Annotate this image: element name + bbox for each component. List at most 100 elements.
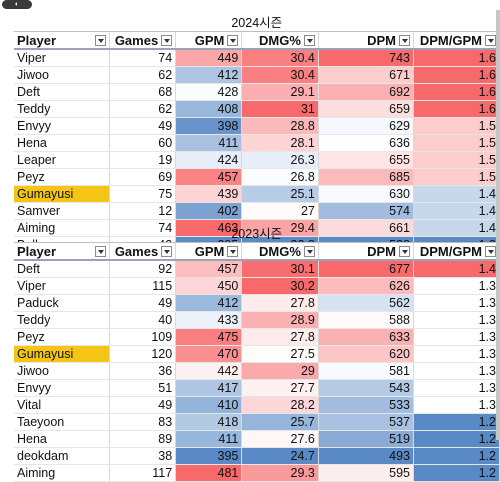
value-cell[interactable]: 1.3 bbox=[413, 294, 500, 312]
value-cell[interactable]: 574 bbox=[318, 202, 415, 220]
value-cell[interactable]: 562 bbox=[318, 294, 415, 312]
value-cell[interactable]: 442 bbox=[175, 362, 243, 380]
value-cell[interactable]: 49 bbox=[109, 294, 177, 312]
toggle-icon[interactable]: ◐ bbox=[2, 0, 32, 9]
value-cell[interactable]: 19 bbox=[109, 151, 177, 169]
filter-dropdown-icon[interactable] bbox=[227, 245, 239, 257]
value-cell[interactable]: 1.3 bbox=[413, 379, 500, 397]
value-cell[interactable]: 1.4 bbox=[413, 185, 500, 203]
filter-dropdown-icon[interactable] bbox=[94, 245, 106, 257]
value-cell[interactable]: 533 bbox=[318, 396, 415, 414]
value-cell[interactable]: 30.4 bbox=[241, 66, 319, 84]
player-cell[interactable]: Taeyoon bbox=[14, 413, 110, 431]
value-cell[interactable]: 1.6 bbox=[413, 100, 500, 118]
value-cell[interactable]: 1.3 bbox=[413, 277, 500, 295]
value-cell[interactable]: 28.9 bbox=[241, 311, 319, 329]
player-cell[interactable]: Jiwoo bbox=[14, 66, 110, 84]
value-cell[interactable]: 49 bbox=[109, 396, 177, 414]
filter-dropdown-icon[interactable] bbox=[161, 245, 173, 257]
player-cell[interactable]: Paduck bbox=[14, 294, 110, 312]
value-cell[interactable]: 68 bbox=[109, 83, 177, 101]
value-cell[interactable]: 671 bbox=[318, 66, 415, 84]
value-cell[interactable]: 1.4 bbox=[413, 260, 500, 278]
player-cell[interactable]: Deft bbox=[14, 260, 110, 278]
filter-dropdown-icon[interactable] bbox=[161, 34, 173, 46]
value-cell[interactable]: 581 bbox=[318, 362, 415, 380]
value-cell[interactable]: 117 bbox=[109, 464, 177, 482]
table-row[interactable]: Viper 115 450 30.2 626 1.3 bbox=[14, 277, 500, 295]
value-cell[interactable]: 27.7 bbox=[241, 379, 319, 397]
table-row[interactable]: Jiwoo 36 442 29 581 1.3 bbox=[14, 362, 500, 380]
value-cell[interactable]: 27.6 bbox=[241, 430, 319, 448]
player-cell[interactable]: Envyy bbox=[14, 379, 110, 397]
value-cell[interactable]: 411 bbox=[175, 134, 243, 152]
value-cell[interactable]: 120 bbox=[109, 345, 177, 363]
filter-dropdown-icon[interactable] bbox=[303, 245, 315, 257]
table-row[interactable]: Deft 92 457 30.1 677 1.4 bbox=[14, 260, 500, 278]
value-cell[interactable]: 433 bbox=[175, 311, 243, 329]
table-row[interactable]: deokdam 38 395 24.7 493 1.2 bbox=[14, 447, 500, 465]
value-cell[interactable]: 537 bbox=[318, 413, 415, 431]
value-cell[interactable]: 25.1 bbox=[241, 185, 319, 203]
value-cell[interactable]: 636 bbox=[318, 134, 415, 152]
player-cell[interactable]: Aiming bbox=[14, 464, 110, 482]
scrollbar[interactable] bbox=[496, 10, 500, 440]
table-row[interactable]: Leaper 19 424 26.3 655 1.5 bbox=[14, 151, 500, 169]
table-row[interactable]: Jiwoo 62 412 30.4 671 1.6 bbox=[14, 66, 500, 84]
player-cell[interactable]: Viper bbox=[14, 49, 110, 67]
filter-dropdown-icon[interactable] bbox=[399, 245, 410, 257]
value-cell[interactable]: 26.8 bbox=[241, 168, 319, 186]
value-cell[interactable]: 1.6 bbox=[413, 66, 500, 84]
table-row[interactable]: Samver 12 402 27 574 1.4 bbox=[14, 202, 500, 220]
value-cell[interactable]: 519 bbox=[318, 430, 415, 448]
value-cell[interactable]: 685 bbox=[318, 168, 415, 186]
value-cell[interactable]: 418 bbox=[175, 413, 243, 431]
value-cell[interactable]: 743 bbox=[318, 49, 415, 67]
table-row[interactable]: Aiming 117 481 29.3 595 1.2 bbox=[14, 464, 500, 482]
value-cell[interactable]: 36 bbox=[109, 362, 177, 380]
value-cell[interactable]: 1.5 bbox=[413, 151, 500, 169]
filter-dropdown-icon[interactable] bbox=[227, 34, 239, 46]
value-cell[interactable]: 1.2 bbox=[413, 464, 500, 482]
player-cell[interactable]: Teddy bbox=[14, 100, 110, 118]
filter-dropdown-icon[interactable] bbox=[485, 34, 496, 46]
value-cell[interactable]: 1.3 bbox=[413, 396, 500, 414]
table-row[interactable]: Taeyoon 83 418 25.7 537 1.2 bbox=[14, 413, 500, 431]
value-cell[interactable]: 62 bbox=[109, 66, 177, 84]
table-row[interactable]: Gumayusi 75 439 25.1 630 1.4 bbox=[14, 185, 500, 203]
value-cell[interactable]: 31 bbox=[241, 100, 319, 118]
value-cell[interactable]: 25.7 bbox=[241, 413, 319, 431]
player-cell[interactable]: Vital bbox=[14, 396, 110, 414]
value-cell[interactable]: 89 bbox=[109, 430, 177, 448]
table-row[interactable]: Hena 89 411 27.6 519 1.2 bbox=[14, 430, 500, 448]
value-cell[interactable]: 1.5 bbox=[413, 168, 500, 186]
value-cell[interactable]: 51 bbox=[109, 379, 177, 397]
value-cell[interactable]: 83 bbox=[109, 413, 177, 431]
value-cell[interactable]: 28.1 bbox=[241, 134, 319, 152]
value-cell[interactable]: 620 bbox=[318, 345, 415, 363]
player-cell[interactable]: Jiwoo bbox=[14, 362, 110, 380]
value-cell[interactable]: 1.6 bbox=[413, 83, 500, 101]
player-cell[interactable]: Deft bbox=[14, 83, 110, 101]
value-cell[interactable]: 75 bbox=[109, 185, 177, 203]
value-cell[interactable]: 588 bbox=[318, 311, 415, 329]
value-cell[interactable]: 1.2 bbox=[413, 447, 500, 465]
value-cell[interactable]: 630 bbox=[318, 185, 415, 203]
value-cell[interactable]: 26.3 bbox=[241, 151, 319, 169]
value-cell[interactable]: 49 bbox=[109, 117, 177, 135]
value-cell[interactable]: 92 bbox=[109, 260, 177, 278]
value-cell[interactable]: 62 bbox=[109, 100, 177, 118]
player-cell[interactable]: Gumayusi bbox=[14, 185, 110, 203]
player-cell[interactable]: Peyz bbox=[14, 168, 110, 186]
value-cell[interactable]: 30.1 bbox=[241, 260, 319, 278]
value-cell[interactable]: 29.3 bbox=[241, 464, 319, 482]
value-cell[interactable]: 29.1 bbox=[241, 83, 319, 101]
value-cell[interactable]: 626 bbox=[318, 277, 415, 295]
value-cell[interactable]: 27.8 bbox=[241, 328, 319, 346]
value-cell[interactable]: 417 bbox=[175, 379, 243, 397]
value-cell[interactable]: 411 bbox=[175, 430, 243, 448]
value-cell[interactable]: 470 bbox=[175, 345, 243, 363]
value-cell[interactable]: 543 bbox=[318, 379, 415, 397]
value-cell[interactable]: 595 bbox=[318, 464, 415, 482]
value-cell[interactable]: 60 bbox=[109, 134, 177, 152]
